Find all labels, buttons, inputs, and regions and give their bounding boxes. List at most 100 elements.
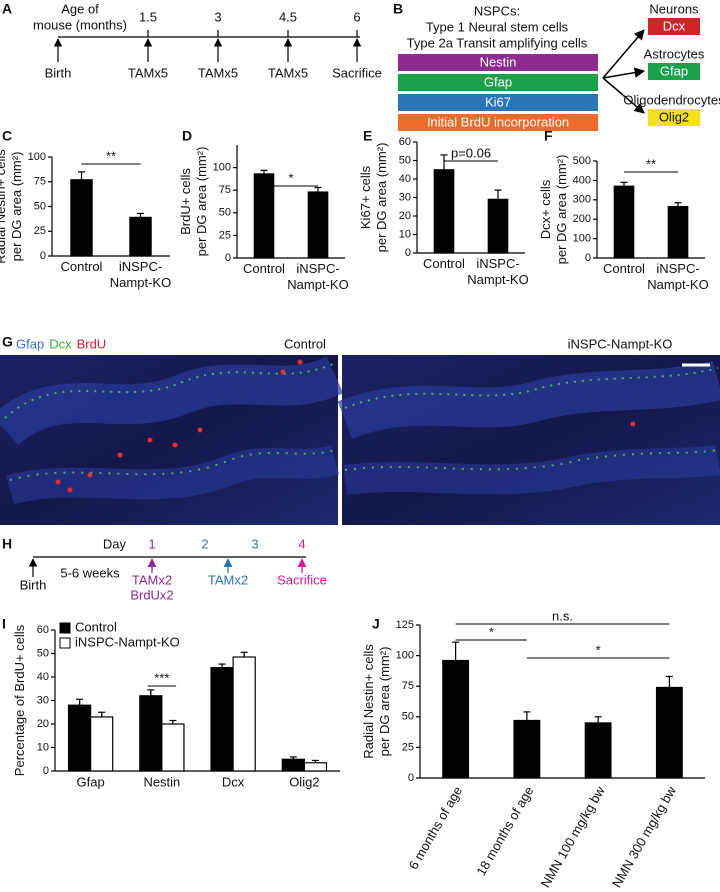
- brdu-dot: [87, 472, 93, 478]
- y-tick-label: 60: [37, 624, 49, 636]
- y-tick-label: 100: [28, 151, 46, 163]
- y-axis-label-line: per DG area (mm²): [194, 147, 209, 257]
- condition-label: iNSPC-Nampt-KO: [568, 336, 673, 351]
- y-tick-label: 60: [399, 136, 411, 148]
- y-tick-label: 200: [573, 213, 591, 225]
- x-tick-label: iNSPC-Nampt-KO: [287, 261, 348, 292]
- event-label: BrdUx2: [130, 587, 173, 602]
- brdu-dot: [67, 487, 73, 493]
- granule-layer: [343, 445, 720, 495]
- title-line: NSPCs:: [474, 3, 520, 18]
- start-label: Birth: [20, 577, 47, 592]
- x-tick-label-line: iNSPC-: [296, 261, 339, 276]
- y-tick-label: 50: [34, 200, 46, 212]
- cell-type: Oligodendrocytes: [623, 92, 720, 107]
- x-tick-label-line: Nampt-KO: [110, 275, 171, 290]
- y-tick-label: 300: [573, 194, 591, 206]
- x-tick-label-line: Control: [603, 261, 645, 276]
- y-tick-label: 500: [573, 155, 591, 167]
- y-tick-label: 40: [399, 173, 411, 185]
- marker-bar: [398, 54, 598, 71]
- legend-label: iNSPC-Nampt-KO: [75, 634, 180, 649]
- bar: [433, 169, 455, 254]
- y-axis-label: Ki67+ cellsper DG area (mm²): [358, 143, 389, 253]
- fate-box: [648, 63, 700, 80]
- day-label: 4: [298, 536, 305, 551]
- bar: [667, 205, 689, 259]
- bar: [303, 762, 328, 772]
- event-label: TAMx5: [128, 65, 168, 80]
- event-label: TAMx5: [198, 65, 238, 80]
- significance-label: **: [106, 148, 116, 163]
- age-label: 6: [353, 9, 360, 24]
- y-tick-label: 100: [573, 233, 591, 245]
- bar: [129, 216, 152, 257]
- x-tick-label: Control: [423, 256, 465, 271]
- bar: [584, 722, 612, 779]
- event-label: Sacrifice: [332, 65, 382, 80]
- y-tick-label: 50: [37, 647, 49, 659]
- fate-arrow: [602, 67, 646, 79]
- cell-type: Neurons: [649, 1, 699, 16]
- y-axis-label-line: Dcx+ cells: [538, 179, 553, 239]
- y-tick-label: 25: [402, 741, 414, 753]
- x-tick-label: 6 months of age: [406, 784, 466, 872]
- x-tick-label: Olig2: [289, 774, 319, 789]
- y-axis-label-line: Ki67+ cells: [358, 165, 373, 229]
- granule-layer: [5, 445, 340, 505]
- y-tick-label: 100: [213, 162, 231, 174]
- legend-label: Control: [75, 619, 117, 634]
- granule-layer: [0, 356, 344, 446]
- y-tick-label: 25: [219, 229, 231, 241]
- bar: [513, 719, 541, 779]
- bar: [232, 656, 256, 772]
- y-axis-label-line: per DG area (mm²): [377, 647, 392, 757]
- y-tick-label: 20: [399, 210, 411, 222]
- panel-letter: J: [372, 616, 380, 632]
- y-axis-label: Radial Nestin+ cellsper DG area (mm²): [0, 149, 24, 264]
- y-tick-label: 50: [402, 711, 414, 723]
- fate-arrow: [602, 29, 645, 79]
- bar: [90, 716, 114, 772]
- stain-label: Gfap: [16, 336, 44, 351]
- bar: [67, 704, 92, 772]
- y-tick-label: 0: [585, 252, 591, 264]
- bar: [307, 191, 329, 259]
- y-axis-label-line: Radial Nestin+ cells: [361, 644, 376, 759]
- dcx-cells: [4, 362, 336, 419]
- event-label: TAMx2: [132, 572, 172, 587]
- significance-label: p=0.06: [451, 145, 491, 160]
- stain-label: Dcx: [49, 336, 72, 351]
- day-label: 3: [251, 536, 258, 551]
- dcx-cells: [9, 449, 336, 481]
- significance-label: ***: [154, 670, 169, 685]
- panel-letter: H: [2, 536, 12, 552]
- y-tick-label: 10: [37, 741, 49, 753]
- x-tick-label-line: Nampt-KO: [467, 272, 528, 287]
- panel-letter: G: [2, 334, 13, 350]
- y-tick-label: 25: [34, 225, 46, 237]
- y-tick-label: 20: [37, 718, 49, 730]
- fate-box: [648, 109, 700, 126]
- event-label: TAMx2: [208, 572, 248, 587]
- x-tick-label-line: iNSPC-: [476, 256, 519, 271]
- x-tick-label-line: Control: [243, 261, 285, 276]
- event-label: Birth: [45, 65, 72, 80]
- x-tick-label-line: Nampt-KO: [287, 277, 348, 292]
- x-tick-label: iNSPC-Nampt-KO: [647, 261, 708, 292]
- y-tick-label: 10: [399, 228, 411, 240]
- bar: [70, 179, 93, 257]
- marker-label: Nestin: [480, 54, 517, 69]
- y-axis-label-line: per DG area (mm²): [554, 155, 569, 265]
- y-tick-label: 75: [34, 176, 46, 188]
- y-tick-label: 125: [396, 619, 414, 631]
- bar: [161, 723, 185, 772]
- bar: [655, 686, 683, 779]
- y-axis-label-line: BrdU+ cells: [178, 168, 193, 235]
- marker-label: Initial BrdU incorporation: [427, 114, 569, 129]
- bar: [139, 695, 163, 772]
- bar: [281, 758, 305, 772]
- panel-letter: F: [544, 128, 553, 144]
- y-axis-label-line: Radial Nestin+ cells: [0, 149, 8, 264]
